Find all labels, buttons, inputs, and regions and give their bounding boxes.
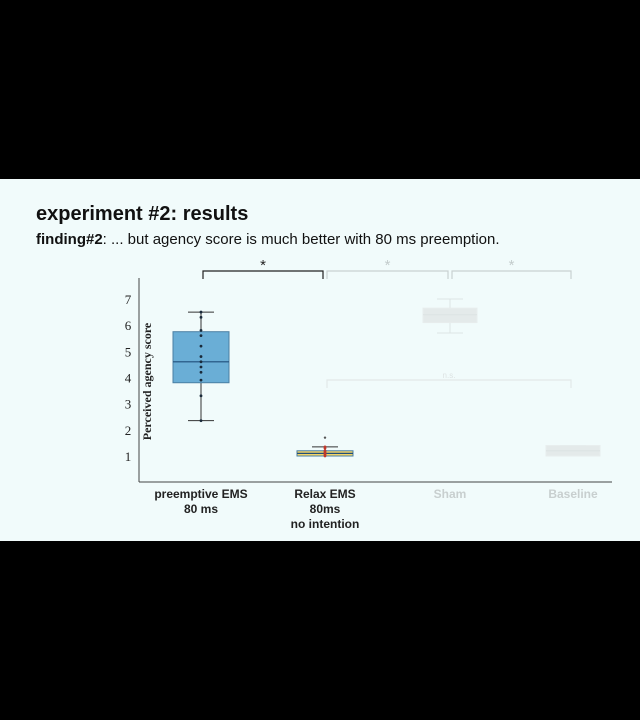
y-tick-label: 3 (125, 397, 132, 412)
significance-label: * (509, 257, 515, 274)
data-point (199, 355, 203, 358)
y-tick-label: 1 (125, 449, 132, 464)
data-point (199, 334, 203, 338)
significance-label: * (385, 257, 391, 274)
category-label-line: preemptive EMS (154, 487, 247, 501)
data-point (199, 360, 203, 364)
significance-label: n.s. (443, 371, 456, 380)
data-point (199, 370, 203, 374)
y-tick-label: 5 (125, 344, 132, 359)
y-tick-label: 6 (125, 318, 132, 333)
category-label: Relax EMS 80ms no intention (291, 487, 360, 531)
boxplot-chart: 1 2 3 4 5 6 7 Perceived agency score preemptive … (125, 257, 612, 531)
finding-line: finding#2: ... but agency score is much … (36, 231, 500, 248)
category-label-line: Baseline (548, 487, 598, 501)
category-label: preemptive EMS 80 ms (154, 487, 247, 516)
data-point (199, 419, 203, 423)
slide: 1 2 3 4 5 6 7 Perceived agency score preemptive … (0, 179, 640, 541)
data-point (323, 449, 327, 453)
significance-bracket (202, 270, 324, 279)
data-point (199, 329, 203, 332)
significance-bracket (326, 270, 449, 279)
category-label-line: no intention (291, 517, 360, 531)
significance-bracket (451, 270, 572, 279)
outlier-point (323, 436, 327, 439)
significance-bracket (326, 379, 572, 388)
category-label: Sham (434, 487, 467, 501)
data-point (199, 365, 203, 369)
data-point (199, 315, 203, 319)
y-tick-label: 2 (125, 423, 132, 438)
data-point (199, 344, 203, 348)
category-label-line: 80ms (310, 502, 341, 516)
slide-title: experiment #2: results (36, 203, 249, 225)
category-label-line: 80 ms (184, 502, 218, 516)
significance-label: * (260, 257, 266, 274)
category-label: Baseline (548, 487, 598, 501)
data-point (199, 378, 203, 382)
y-tick-label: 4 (125, 371, 132, 386)
box (422, 307, 478, 324)
data-point (199, 310, 203, 314)
category-label-line: Sham (434, 487, 467, 501)
data-point (199, 394, 203, 398)
category-label-line: Relax EMS (294, 487, 355, 501)
y-tick-label: 7 (125, 292, 132, 307)
data-point (323, 445, 327, 449)
finding-label: finding#2 (36, 231, 103, 248)
finding-text: : ... but agency score is much better wi… (102, 231, 500, 248)
y-axis-label: Perceived agency score (140, 322, 154, 440)
